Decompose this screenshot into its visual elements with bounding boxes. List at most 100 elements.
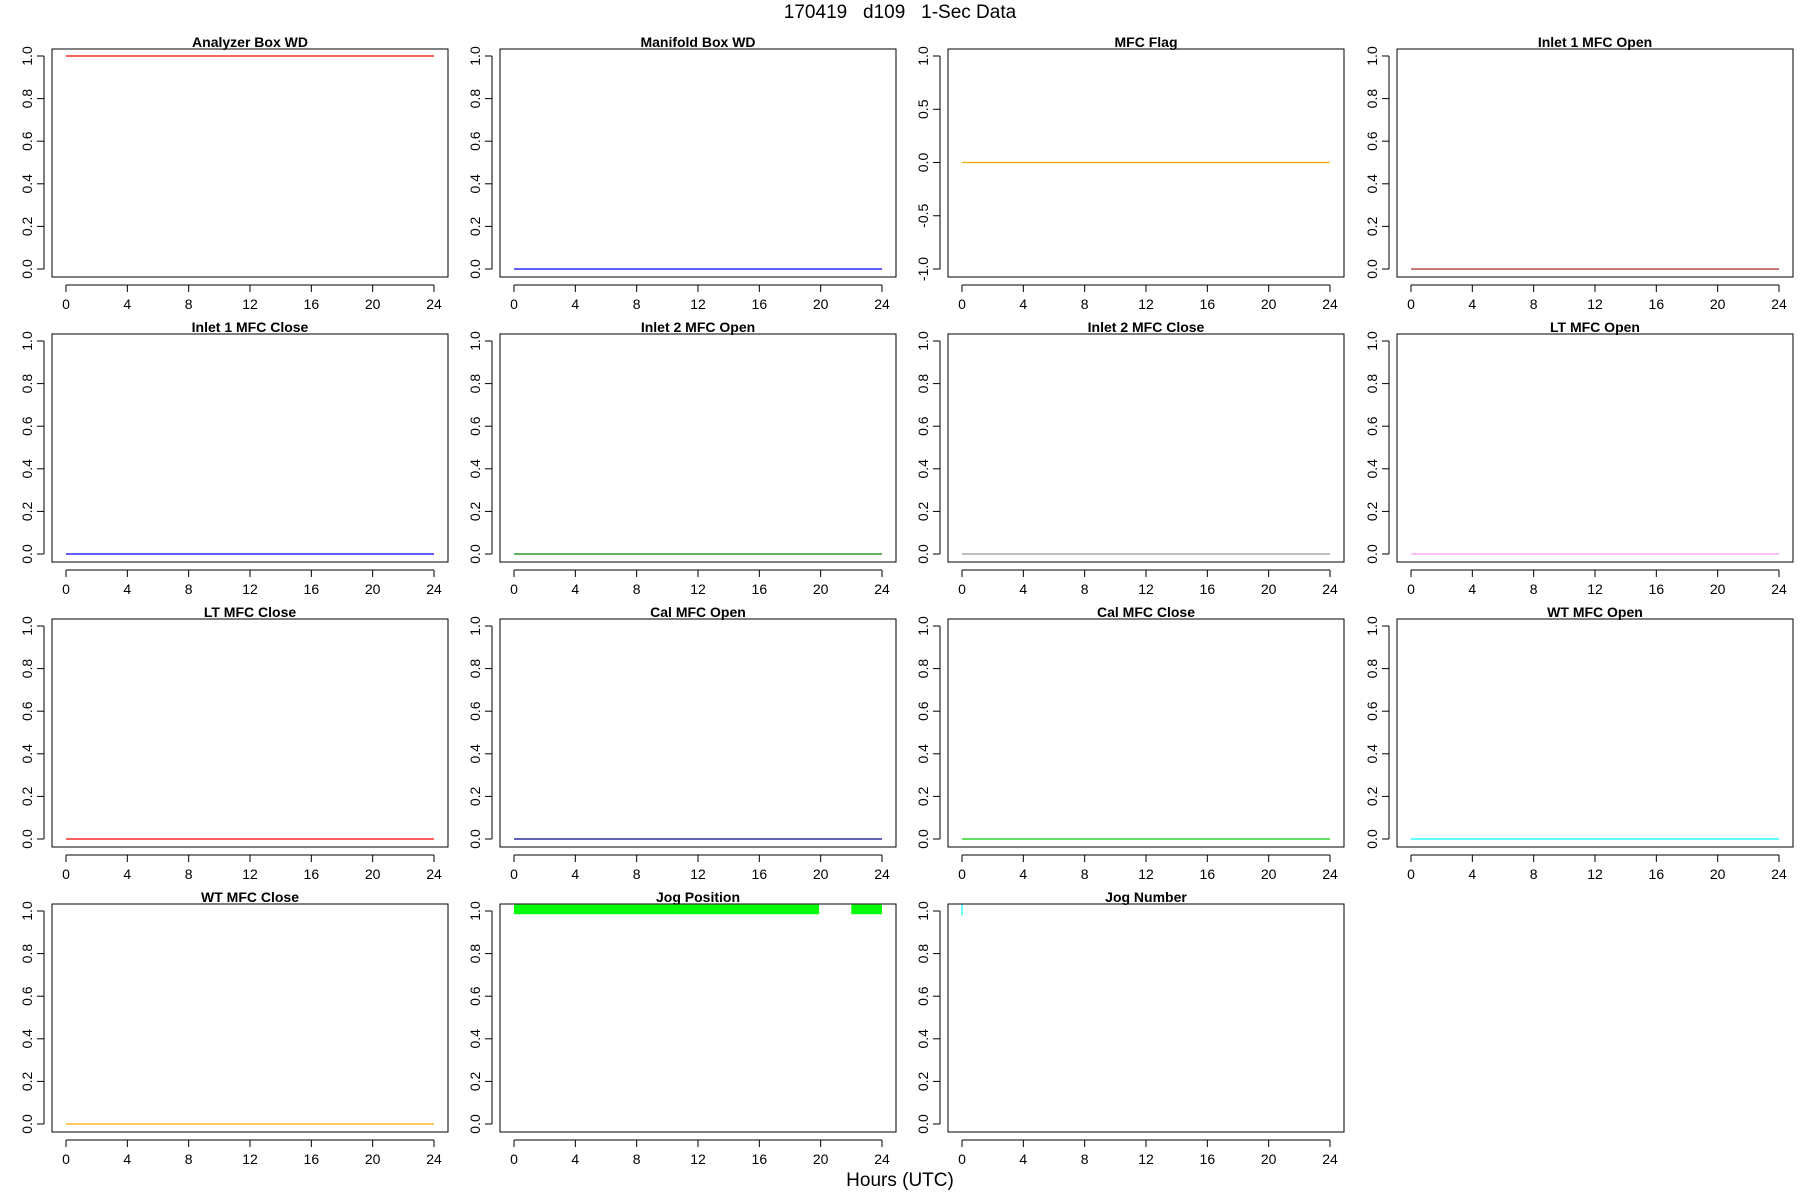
- y-tick-label: 0.8: [467, 89, 483, 109]
- x-tick-label: 24: [1322, 866, 1338, 882]
- x-tick-label: 8: [1081, 1151, 1089, 1167]
- x-tick-label: 8: [185, 866, 193, 882]
- x-tick-label: 0: [1407, 866, 1415, 882]
- y-tick-label: 0.4: [1364, 459, 1380, 479]
- x-tick-label: 0: [510, 581, 518, 597]
- x-tick-label: 8: [1530, 296, 1538, 312]
- x-tick-label: 4: [123, 581, 131, 597]
- x-tick-label: 16: [752, 296, 768, 312]
- x-tick-label: 0: [510, 866, 518, 882]
- y-tick-label: 0.0: [467, 1114, 483, 1134]
- x-tick-label: 20: [1261, 296, 1277, 312]
- x-tick-label: 0: [510, 296, 518, 312]
- chart-title: LT MFC Close: [204, 604, 297, 620]
- x-tick-label: 12: [242, 296, 258, 312]
- y-tick-label: 0.0: [467, 829, 483, 849]
- x-tick-label: 24: [426, 1151, 442, 1167]
- chart-title: Inlet 2 MFC Open: [641, 319, 755, 335]
- x-tick-label: 4: [571, 866, 579, 882]
- chart-title: Cal MFC Open: [650, 604, 746, 620]
- x-tick-label: 20: [365, 866, 381, 882]
- y-tick-label: 0.6: [467, 416, 483, 436]
- x-tick-label: 0: [62, 1151, 70, 1167]
- y-tick-label: 1.0: [915, 46, 931, 66]
- x-tick-label: 20: [365, 296, 381, 312]
- y-tick-label: 0.0: [467, 259, 483, 279]
- y-tick-label: 0.4: [1364, 744, 1380, 764]
- x-tick-label: 0: [510, 1151, 518, 1167]
- y-tick-label: 0.6: [467, 701, 483, 721]
- x-tick-label: 8: [633, 296, 641, 312]
- y-tick-label: 0.8: [467, 374, 483, 394]
- x-tick-label: 4: [1019, 1151, 1027, 1167]
- x-tick-label: 8: [633, 866, 641, 882]
- x-tick-label: 16: [304, 296, 320, 312]
- x-tick-label: 12: [1587, 296, 1603, 312]
- chart-title: MFC Flag: [1115, 34, 1178, 50]
- x-tick-label: 0: [1407, 296, 1415, 312]
- y-tick-label: 0.0: [19, 544, 35, 564]
- y-tick-label: 0.6: [19, 131, 35, 151]
- y-tick-label: 1.0: [915, 331, 931, 351]
- x-tick-label: 4: [123, 296, 131, 312]
- x-tick-label: 24: [1322, 296, 1338, 312]
- x-tick-label: 12: [1587, 581, 1603, 597]
- y-tick-label: 0.0: [915, 544, 931, 564]
- x-tick-label: 24: [1771, 581, 1787, 597]
- y-tick-label: 0.2: [19, 216, 35, 236]
- y-tick-label: 0.0: [1364, 544, 1380, 564]
- x-tick-label: 16: [752, 866, 768, 882]
- y-tick-label: 0.4: [915, 744, 931, 764]
- plot-frame: [499, 333, 897, 563]
- x-tick-label: 12: [242, 1151, 258, 1167]
- plot-frame: [947, 333, 1345, 563]
- y-tick-label: 0.0: [19, 1114, 35, 1134]
- y-tick-label: 1.0: [19, 46, 35, 66]
- y-tick-label: 0.6: [915, 701, 931, 721]
- chart-panel-5: Inlet 1 MFC Close 0 4 8 12 16 20 24 0.0 0.2 0.4 0.6…: [19, 319, 449, 597]
- x-tick-label: 8: [185, 581, 193, 597]
- y-tick-label: 0.8: [19, 89, 35, 109]
- chart-panel-7: Inlet 2 MFC Close 0 4 8 12 16 20 24 0.0 0.2 0.4 0.6…: [915, 319, 1345, 597]
- chart-panel-4: Inlet 1 MFC Open 0 4 8 12 16 20 24 0.0 0.2 0.4 0.6 0…: [1364, 34, 1794, 312]
- chart-panel-10: Cal MFC Open 0 4 8 12 16 20 24 0.0 0.2 0.4 0.6 0.8 1.…: [467, 604, 897, 882]
- y-tick-label: 0.2: [915, 1071, 931, 1091]
- plot-frame: [51, 333, 449, 563]
- y-tick-label: 0.0: [1364, 829, 1380, 849]
- y-tick-label: -0.5: [915, 203, 931, 227]
- y-tick-label: 0.8: [467, 944, 483, 964]
- plot-frame: [1396, 48, 1794, 278]
- x-tick-label: 4: [571, 296, 579, 312]
- y-tick-label: 0.0: [467, 544, 483, 564]
- y-tick-label: -1.0: [915, 257, 931, 281]
- x-tick-label: 20: [813, 866, 829, 882]
- x-tick-label: 8: [633, 581, 641, 597]
- y-tick-label: 0.8: [915, 374, 931, 394]
- chart-title: Inlet 1 MFC Open: [1538, 34, 1652, 50]
- x-tick-label: 20: [813, 1151, 829, 1167]
- y-tick-label: 0.4: [915, 459, 931, 479]
- x-tick-label: 8: [633, 1151, 641, 1167]
- x-tick-label: 24: [1322, 581, 1338, 597]
- data-band: [514, 904, 820, 915]
- y-tick-label: 0.8: [19, 659, 35, 679]
- x-tick-label: 16: [1649, 296, 1665, 312]
- y-tick-label: 0.2: [915, 501, 931, 521]
- y-tick-label: 0.6: [19, 986, 35, 1006]
- y-tick-label: 0.4: [467, 744, 483, 764]
- x-tick-label: 16: [304, 581, 320, 597]
- y-tick-label: 0.0: [915, 1114, 931, 1134]
- plot-frame: [499, 618, 897, 848]
- y-tick-label: 0.6: [915, 416, 931, 436]
- chart-panel-3: MFC Flag 0 4 8 12 16 20 24 -1.0 -0.5 0.0 0.5 1.0: [915, 34, 1345, 312]
- y-tick-label: 0.2: [1364, 786, 1380, 806]
- x-tick-label: 0: [958, 296, 966, 312]
- x-tick-label: 4: [571, 581, 579, 597]
- y-tick-label: 1.0: [1364, 331, 1380, 351]
- x-tick-label: 24: [426, 866, 442, 882]
- x-tick-label: 0: [958, 581, 966, 597]
- x-tick-label: 4: [571, 1151, 579, 1167]
- y-tick-label: 0.6: [467, 131, 483, 151]
- x-tick-label: 8: [1081, 296, 1089, 312]
